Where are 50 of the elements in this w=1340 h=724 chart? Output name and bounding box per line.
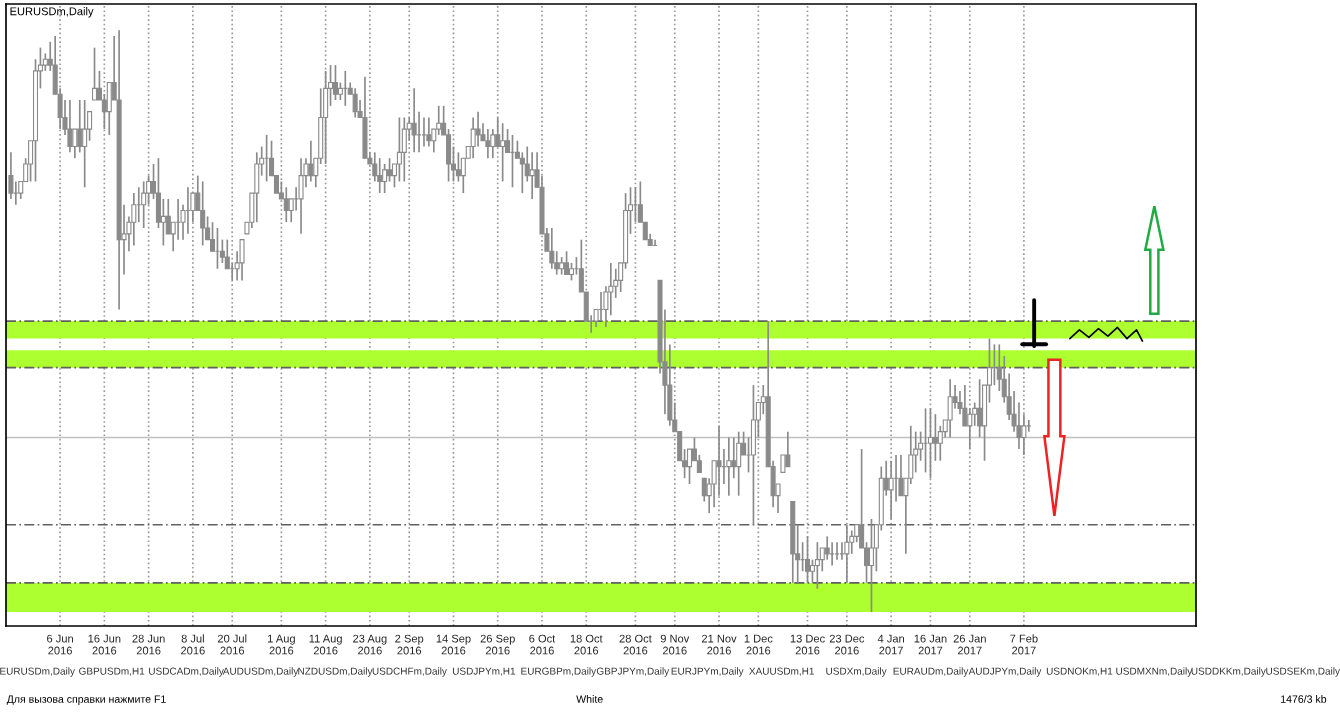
candlestick: [785, 430, 791, 468]
candlestick: [362, 75, 368, 160]
candlestick: [254, 151, 260, 224]
candlestick: [382, 163, 388, 194]
candlestick: [436, 104, 442, 136]
candlestick: [160, 198, 166, 247]
candlestick: [106, 81, 112, 136]
candlestick: [332, 64, 338, 101]
candlestick: [8, 151, 14, 200]
candlestick: [750, 384, 756, 526]
candlestick: [485, 128, 491, 160]
candlestick: [308, 139, 314, 183]
candlestick: [91, 46, 98, 101]
candlestick: [239, 238, 245, 282]
candlestick: [352, 87, 358, 119]
candlestick: [932, 413, 938, 462]
candlestick: [500, 122, 506, 183]
candlestick: [141, 180, 147, 229]
candlestick: [396, 116, 402, 183]
candlestick: [967, 407, 973, 450]
candlestick: [200, 180, 206, 247]
candlestick: [564, 250, 570, 276]
candlestick: [549, 227, 555, 270]
candlestick: [726, 436, 732, 497]
candlestick: [947, 378, 953, 439]
candlestick: [868, 518, 874, 613]
candlestick: [844, 523, 850, 584]
candlestick: [446, 128, 452, 183]
candlestick: [470, 116, 476, 160]
candlestick: [898, 454, 904, 497]
candlestick: [387, 157, 393, 183]
candlestick: [519, 151, 525, 194]
candlestick: [131, 192, 137, 247]
candlestick: [736, 430, 742, 497]
candlestick: [283, 186, 289, 224]
candlestick: [377, 157, 383, 194]
candlestick: [805, 535, 811, 584]
candlestick: [927, 407, 933, 480]
candlestick: [426, 116, 432, 148]
candlestick: [82, 99, 88, 189]
candlestick: [824, 535, 830, 561]
candlestick: [814, 541, 820, 590]
candlestick: [401, 116, 407, 183]
candlestick: [686, 448, 693, 485]
candlestick: [298, 157, 304, 235]
candlestick: [323, 70, 329, 165]
candlestick: [411, 87, 417, 154]
candlestick: [977, 378, 983, 439]
candlestick: [67, 99, 73, 154]
candlestick: [888, 459, 894, 520]
